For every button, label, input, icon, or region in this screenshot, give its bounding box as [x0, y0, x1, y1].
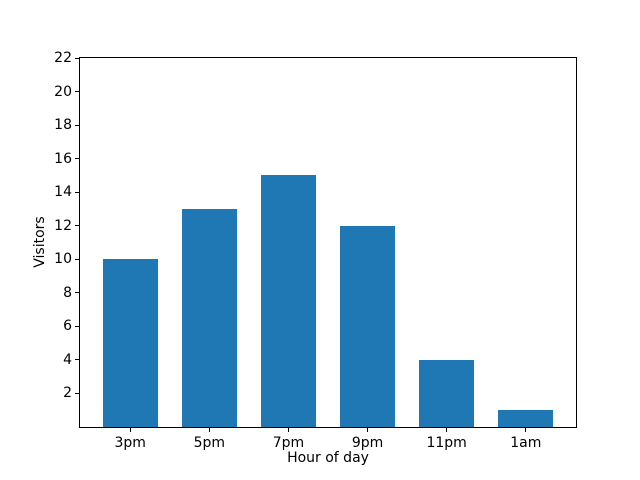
bar-1am	[498, 410, 554, 427]
plot-area: 3pm 5pm 7pm 9pm 11pm 1am 2 4 6 8 10 12 14 16 18 20 22	[54, 50, 577, 451]
y-tick-label: 2	[63, 385, 72, 402]
y-tick-label: 6	[63, 318, 72, 335]
x-tick-label: 11pm	[426, 435, 467, 451]
x-tick-label: 5pm	[193, 435, 226, 451]
x-tick-label: 1am	[510, 435, 542, 451]
x-tick-mark	[129, 428, 131, 432]
bar-3pm	[102, 259, 158, 427]
x-tick-label: 3pm	[114, 435, 146, 451]
y-tick-mark	[75, 258, 79, 260]
y-tick-label: 14	[54, 184, 72, 201]
x-tick-label: 9pm	[351, 435, 384, 451]
y-tick-mark	[75, 392, 79, 394]
y-tick-label: 8	[63, 284, 72, 301]
y-tick-label: 20	[54, 83, 72, 100]
x-tick-label: 7pm	[272, 435, 305, 451]
y-axis-label: Visitors	[32, 216, 48, 268]
y-tick-mark	[75, 292, 79, 294]
y-tick-label: 4	[63, 351, 72, 368]
y-tick-label: 10	[54, 251, 72, 268]
y-tick-label: 12	[54, 217, 72, 234]
y-tick-mark	[75, 225, 79, 227]
y-tick-mark	[75, 91, 79, 93]
bar-11pm	[418, 359, 475, 427]
y-tick-mark	[75, 158, 79, 160]
y-tick-label: 22	[54, 50, 72, 66]
y-tick-label: 16	[54, 150, 72, 167]
x-tick-mark	[525, 428, 527, 432]
bar-9pm	[339, 225, 396, 427]
y-tick-mark	[75, 325, 79, 327]
y-tick-mark	[75, 124, 79, 126]
bar-5pm	[181, 208, 237, 427]
y-tick-mark	[75, 57, 79, 59]
x-axis-label: Hour of day	[287, 450, 369, 466]
y-tick-mark	[75, 359, 79, 361]
x-tick-mark	[446, 428, 448, 432]
x-tick-mark	[287, 428, 289, 432]
bar-7pm	[260, 175, 317, 427]
x-tick-mark	[367, 428, 369, 432]
y-tick-label: 18	[54, 117, 72, 134]
y-tick-mark	[75, 191, 79, 193]
x-tick-mark	[208, 428, 210, 432]
